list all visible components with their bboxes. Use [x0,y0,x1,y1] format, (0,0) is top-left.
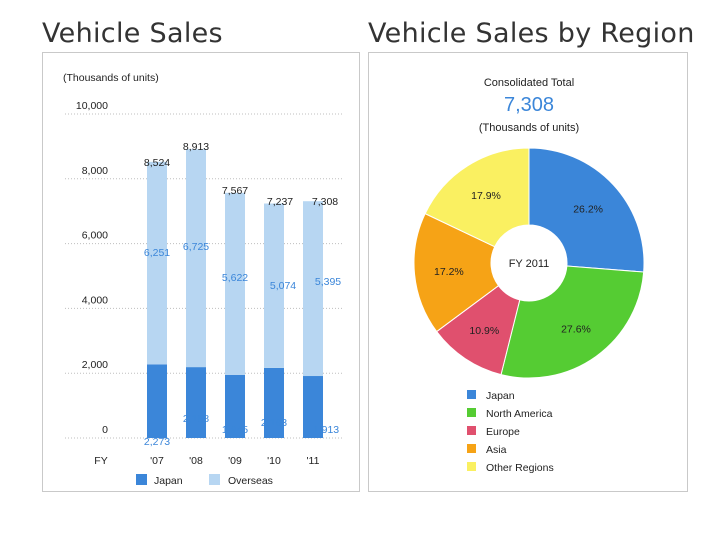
bar-japan [264,367,284,438]
bar-overseas [186,149,206,368]
x-tick-label: '10 [267,455,281,467]
japan-value-label: 1,945 [222,424,248,436]
x-tick-label: '09 [228,455,242,467]
vehicle-sales-heading: Vehicle Sales [42,18,223,49]
bar-overseas [264,203,284,368]
overseas-value-label: 5,074 [270,280,296,292]
bar-total-label: 7,567 [222,185,248,197]
bar-total-label: 7,237 [267,196,293,208]
consolidated-total-value: 7,308 [504,94,554,116]
legend-label-japan: Japan [486,390,515,402]
donut-slice-label: 27.6% [561,323,591,335]
legend-label-other-regions: Other Regions [486,462,554,474]
donut-slice-asia [413,212,500,333]
bar-overseas [303,201,323,377]
x-tick-label: '07 [150,455,164,467]
bar-total-label: 7,308 [312,196,338,208]
consolidated-total-label: Consolidated Total [484,77,574,89]
donut-slice-label: 26.2% [573,203,603,215]
bar-overseas [225,192,245,375]
legend-label-europe: Europe [486,426,520,438]
bar-unit-label: (Thousands of units) [63,72,159,84]
legend-label-japan: Japan [154,475,183,487]
legend-swatch-north-america [467,408,476,417]
overseas-value-label: 6,251 [144,247,170,259]
pie-unit-label: (Thousands of units) [479,122,579,134]
x-axis-label: FY [94,455,107,467]
donut-slice-label: 17.2% [434,266,464,278]
region-donut-chart: Consolidated Total 7,308 (Thousands of u… [413,77,645,474]
y-tick-label: 10,000 [76,100,108,112]
japan-value-label: 2,273 [144,436,170,448]
legend-swatch-japan [136,474,147,485]
vehicle-sales-by-region-panel: Consolidated Total 7,308 (Thousands of u… [368,52,688,492]
bar-japan [225,374,245,438]
y-tick-label: 8,000 [82,165,108,177]
donut-slice-other-regions [424,147,530,248]
donut-center-label: FY 2011 [509,258,550,270]
overseas-value-label: 6,725 [183,241,209,253]
y-tick-label: 0 [102,424,108,436]
x-tick-label: '08 [189,455,203,467]
vehicle-sales-by-region-heading: Vehicle Sales by Region [368,18,695,49]
donut-slice-north-america [500,265,645,379]
donut-slice-label: 17.9% [471,190,501,202]
vehicle-sales-chart-panel: (Thousands of units) 0 2,000 4,000 6,000 8,0… [42,52,360,492]
japan-value-label: 1,913 [313,424,339,436]
bar-total-label: 8,913 [183,141,209,153]
japan-value-label: 2,188 [183,413,209,425]
japan-value-label: 2,163 [261,417,287,429]
legend-label-asia: Asia [486,444,507,456]
legend-label-overseas: Overseas [228,475,273,487]
legend-label-north-america: North America [486,408,553,420]
donut-slice-japan [528,147,645,273]
overseas-value-label: 5,622 [222,272,248,284]
bar-japan [186,367,206,438]
legend-swatch-europe [467,426,476,435]
vehicle-sales-bar-chart: (Thousands of units) 0 2,000 4,000 6,000 8,0… [63,72,343,487]
legend-swatch-japan [467,390,476,399]
y-tick-label: 4,000 [82,294,108,306]
donut-slice-label: 10.9% [469,325,499,337]
bar-japan [303,376,323,438]
legend-swatch-overseas [209,474,220,485]
bar-overseas [147,161,167,365]
y-tick-label: 2,000 [82,359,108,371]
overseas-value-label: 5,395 [315,276,341,288]
bar-japan [147,364,167,438]
bar-total-label: 8,524 [144,157,170,169]
x-tick-label: '11 [307,455,320,467]
y-tick-label: 6,000 [82,230,108,242]
legend-swatch-asia [467,444,476,453]
legend-swatch-other-regions [467,462,476,471]
